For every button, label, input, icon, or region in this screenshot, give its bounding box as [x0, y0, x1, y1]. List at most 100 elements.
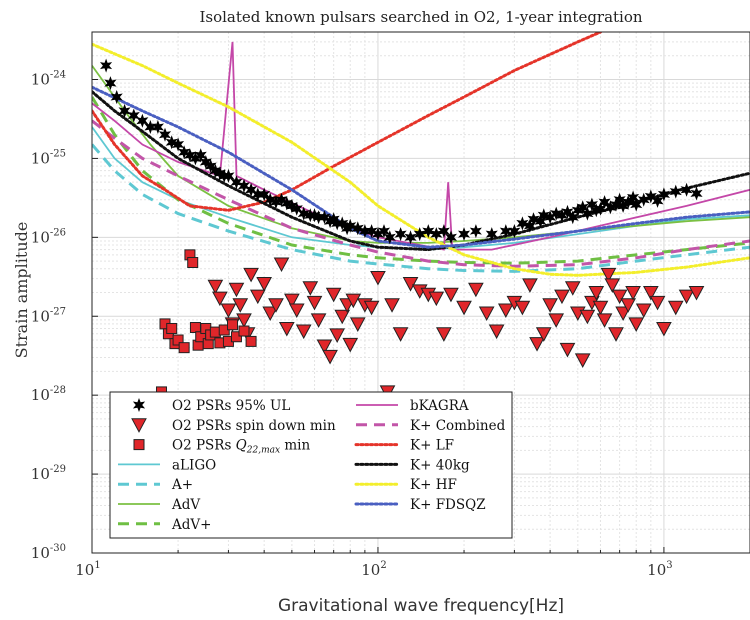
series-k-fdsqz [92, 85, 750, 249]
point-o2-psrs-spin-down-min [310, 313, 327, 328]
legend-label: K+ Combined [410, 418, 506, 434]
point-o2-psrs-95-ul [222, 168, 235, 183]
point-o2-psrs-spin-down-min [436, 327, 452, 342]
point-o2-psrs-95-ul [383, 230, 396, 245]
point-o2-psrs-spin-down-min [678, 289, 695, 305]
point-o2-psrs-95-ul [630, 197, 643, 212]
point-o2-psrs-95-ul [430, 227, 443, 242]
legend-label: AdV [171, 497, 200, 513]
point-o2-psrs-spin-down-min [628, 317, 645, 332]
point-o2-psrs-spin-down-min [604, 278, 621, 293]
point-o2-psrs-95-ul [458, 227, 471, 242]
point-o2-psrs-q22-max-min [227, 319, 239, 331]
point-o2-psrs-q22-max-min [166, 322, 178, 334]
point-o2-psrs-95-ul [251, 187, 264, 202]
point-o2-psrs-spin-down-min [642, 286, 659, 301]
point-o2-psrs-95-ul [290, 201, 303, 216]
legend-label: aLIGO [172, 457, 216, 473]
point-o2-psrs-spin-down-min [342, 337, 359, 353]
point-o2-psrs-spin-down-min [295, 324, 312, 340]
point-o2-psrs-spin-down-min [535, 327, 552, 342]
series-k-combined [92, 119, 750, 268]
point-o2-psrs-spin-down-min [402, 277, 419, 292]
point-o2-psrs-spin-down-min [574, 353, 591, 368]
point-o2-psrs-95-ul [204, 159, 217, 174]
point-o2-psrs-spin-down-min [456, 300, 472, 316]
point-o2-psrs-95-ul [178, 145, 191, 160]
point-o2-psrs-spin-down-min [600, 267, 617, 283]
point-o2-psrs-spin-down-min [625, 286, 641, 301]
point-o2-psrs-95-ul [230, 175, 243, 190]
point-o2-psrs-95-ul [151, 120, 164, 134]
point-o2-psrs-95-ul [172, 137, 185, 152]
legend-label: O2 PSRs spin down min [172, 418, 336, 434]
point-o2-psrs-95-ul [269, 195, 283, 210]
point-o2-psrs-q22-max-min [245, 335, 257, 347]
point-o2-psrs-spin-down-min [488, 324, 505, 340]
point-o2-psrs-95-ul [312, 210, 325, 225]
point-o2-psrs-spin-down-min [542, 298, 558, 313]
point-o2-psrs-spin-down-min [635, 303, 652, 319]
point-o2-psrs-95-ul [365, 224, 378, 239]
point-o2-psrs-spin-down-min [615, 306, 631, 322]
point-o2-psrs-95-ul [394, 227, 407, 242]
point-o2-psrs-95-ul [485, 227, 498, 242]
point-o2-psrs-spin-down-min [611, 289, 628, 305]
legend-label: O2 PSRs Q22,max min [172, 438, 310, 456]
point-o2-psrs-95-ul [110, 90, 123, 104]
point-o2-psrs-spin-down-min [207, 279, 224, 295]
point-o2-psrs-95-ul [544, 210, 557, 225]
markers [100, 58, 705, 400]
point-o2-psrs-95-ul [613, 192, 626, 207]
point-o2-psrs-q22-max-min [230, 331, 242, 343]
point-o2-psrs-spin-down-min [212, 291, 228, 307]
series-adv- [92, 96, 750, 265]
point-o2-psrs-95-ul [516, 216, 529, 231]
point-o2-psrs-95-ul [237, 178, 250, 193]
point-o2-psrs-95-ul [165, 135, 178, 150]
point-o2-psrs-95-ul [378, 224, 391, 239]
legend-label: bKAGRA [410, 398, 469, 414]
point-o2-psrs-spin-down-min [478, 306, 495, 322]
point-o2-psrs-spin-down-min [529, 337, 545, 352]
point-o2-psrs-95-ul [566, 210, 579, 225]
point-o2-psrs-95-ul [537, 208, 550, 223]
point-o2-psrs-95-ul [669, 184, 682, 199]
point-o2-psrs-95-ul [422, 224, 435, 239]
legend-label: K+ LF [410, 438, 454, 454]
point-o2-psrs-spin-down-min [363, 300, 380, 316]
point-o2-psrs-spin-down-min [428, 291, 445, 307]
point-o2-psrs-spin-down-min [345, 293, 362, 309]
point-o2-psrs-spin-down-min [236, 313, 252, 328]
point-o2-psrs-95-ul [199, 155, 212, 169]
point-o2-psrs-95-ul [118, 103, 131, 118]
series-adv [92, 65, 750, 244]
point-o2-psrs-spin-down-min [316, 339, 333, 355]
point-o2-psrs-spin-down-min [392, 327, 409, 342]
legend-label: A+ [171, 477, 193, 493]
point-o2-psrs-95-ul [275, 192, 288, 207]
point-o2-psrs-95-ul [585, 197, 598, 212]
point-o2-psrs-spin-down-min [384, 298, 400, 313]
point-o2-psrs-spin-down-min [588, 286, 605, 301]
point-o2-psrs-95-ul [297, 206, 310, 221]
point-o2-psrs-95-ul [610, 197, 623, 212]
point-o2-psrs-95-ul [523, 218, 536, 233]
legend-swatch [133, 439, 145, 451]
x-tick-label: 102 [361, 560, 386, 579]
point-o2-psrs-spin-down-min [329, 328, 345, 343]
point-o2-psrs-spin-down-min [220, 303, 237, 319]
point-o2-psrs-spin-down-min [592, 300, 609, 316]
point-o2-psrs-95-ul [264, 192, 277, 207]
point-o2-psrs-spin-down-min [620, 298, 637, 313]
point-o2-psrs-q22-max-min [178, 342, 190, 354]
point-o2-psrs-95-ul [527, 212, 540, 227]
point-o2-psrs-spin-down-min [243, 267, 259, 283]
point-o2-psrs-95-ul [627, 190, 640, 205]
point-o2-psrs-spin-down-min [443, 287, 459, 303]
point-o2-psrs-spin-down-min [228, 282, 245, 298]
point-o2-psrs-95-ul [344, 218, 357, 233]
point-o2-psrs-spin-down-min [306, 295, 323, 311]
point-o2-psrs-spin-down-min [302, 281, 319, 296]
